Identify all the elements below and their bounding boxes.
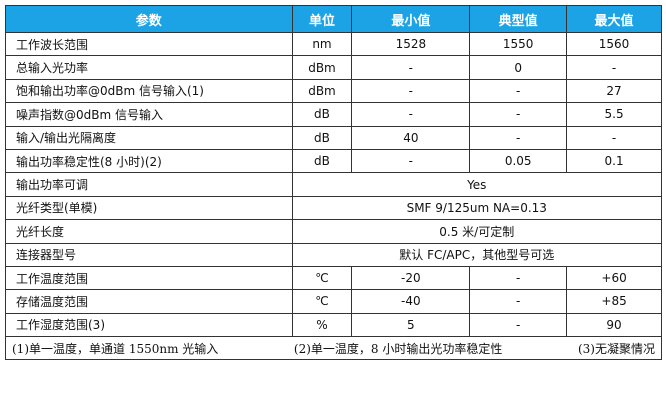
table-cell: dBm	[291, 78, 353, 104]
table-cell: nm	[291, 31, 353, 57]
table-cell: 饱和输出功率@0dBm 信号输入(1)	[5, 78, 293, 104]
table-cell: 总输入光功率	[5, 55, 293, 80]
table-cell: 5.5	[566, 102, 662, 127]
table-cell: -	[351, 102, 471, 127]
table-cell: 工作温度范围	[5, 265, 293, 291]
table-cell: 0.5 米/可定制	[291, 219, 663, 244]
table-row: 总输入光功率 dBm -0-	[5, 55, 662, 80]
table-cell: -20	[351, 265, 471, 291]
table-cell: %	[291, 312, 353, 338]
table-row: (1)单一温度，单通道 1550nm 光输入 (2)单一温度，8 小时输出光功率稳…	[5, 336, 662, 361]
table-cell: SMF 9/125um NA=0.13	[291, 195, 663, 221]
header-max: 最大值	[566, 5, 662, 33]
table-row: 存储温度范围 ℃ -40- +85	[5, 289, 662, 314]
table-cell: 0.1	[566, 148, 662, 174]
table-row: 连接器型号 默认 FC/APC，其他型号可选	[5, 242, 663, 267]
table-cell: 输出功率可调	[5, 172, 293, 197]
table-cell: -	[566, 125, 662, 150]
table-row: 光纤长度 0.5 米/可定制	[5, 219, 663, 244]
note-2: (2)单一温度，8 小时输出光功率稳定性	[293, 341, 503, 356]
header-unit: 单位	[291, 5, 353, 33]
table-cell: -	[351, 148, 471, 174]
table-cell: 噪声指数@0dBm 信号输入	[5, 102, 293, 127]
table-cell: -	[351, 78, 471, 104]
table-cell: 连接器型号	[5, 242, 293, 267]
table-cell: 40	[351, 125, 471, 150]
table-cell: 5	[351, 312, 471, 338]
table-cell: 1528	[351, 31, 471, 57]
table-cell: -	[469, 265, 568, 291]
table-cell: 0.05	[469, 148, 568, 174]
note-1: (1)单一温度，单通道 1550nm 光输入	[12, 341, 219, 356]
table-cell: Yes	[291, 172, 663, 197]
header-typ: 典型值	[469, 5, 568, 33]
table-cell: -	[351, 55, 471, 80]
table-cell: -	[566, 55, 662, 80]
header-row: 参数 单位 最小值 典型值 最大值	[5, 5, 662, 33]
table-row: 饱和输出功率@0dBm 信号输入(1) dBm - -27	[5, 78, 662, 104]
table-row: 输入/输出光隔离度 dB 40- -	[5, 125, 662, 150]
header-min: 最小值	[351, 5, 471, 33]
table-cell: 工作波长范围	[5, 31, 293, 57]
table-cell: 90	[566, 312, 662, 338]
table-cell: 0	[469, 55, 568, 80]
table-cell: +85	[566, 289, 662, 314]
table-cell: 工作湿度范围(3)	[5, 312, 293, 338]
note-3: (3)无凝聚情况	[577, 341, 655, 356]
table-cell: dB	[291, 102, 353, 127]
table-cell: +60	[566, 265, 662, 291]
table-row: 输出功率稳定性(8 小时)(2) dB -0.05 0.1	[5, 148, 662, 174]
table-row: 工作湿度范围(3)% 5-90	[5, 312, 662, 338]
table-cell: -40	[351, 289, 471, 314]
table-row: 输出功率可调 Yes	[5, 172, 663, 197]
table-cell: 光纤类型(单模)	[5, 195, 293, 221]
table-cell: -	[469, 312, 568, 338]
table-cell: 默认 FC/APC，其他型号可选	[291, 242, 663, 267]
table-row: 光纤类型(单模) SMF 9/125um NA=0.13	[5, 195, 663, 221]
table-cell: 存储温度范围	[5, 289, 293, 314]
table-row: 工作波长范围 nm 1528 1550 1560	[5, 31, 662, 57]
table-cell: -	[469, 125, 568, 150]
table-row: 噪声指数@0dBm 信号输入 dB - -5.5	[5, 102, 662, 127]
table-cell: 输出功率稳定性(8 小时)(2)	[5, 148, 293, 174]
table-cell: -	[469, 78, 568, 104]
table-cell: 光纤长度	[5, 219, 293, 244]
table-cell: dB	[291, 148, 353, 174]
table-cell: 27	[566, 78, 662, 104]
table-cell: dBm	[291, 55, 353, 80]
table-cell: 1550	[469, 31, 568, 57]
table-cell: dB	[291, 125, 353, 150]
table-cell: 输入/输出光隔离度	[5, 125, 293, 150]
table-cell: ℃	[291, 265, 353, 291]
table-cell: ℃	[291, 289, 353, 314]
table-cell: -	[469, 289, 568, 314]
spec-table: 参数 单位 最小值 典型值 最大值 工作波长范围 nm 1528 1550 1560 总输…	[5, 5, 663, 361]
table-cell: 1560	[566, 31, 662, 57]
header-param: 参数	[5, 5, 293, 33]
notes-cell: (1)单一温度，单通道 1550nm 光输入 (2)单一温度，8 小时输出光功率稳…	[5, 336, 662, 361]
table-cell: -	[469, 102, 568, 127]
table-row: 工作温度范围 ℃ -20- +60	[5, 265, 662, 291]
